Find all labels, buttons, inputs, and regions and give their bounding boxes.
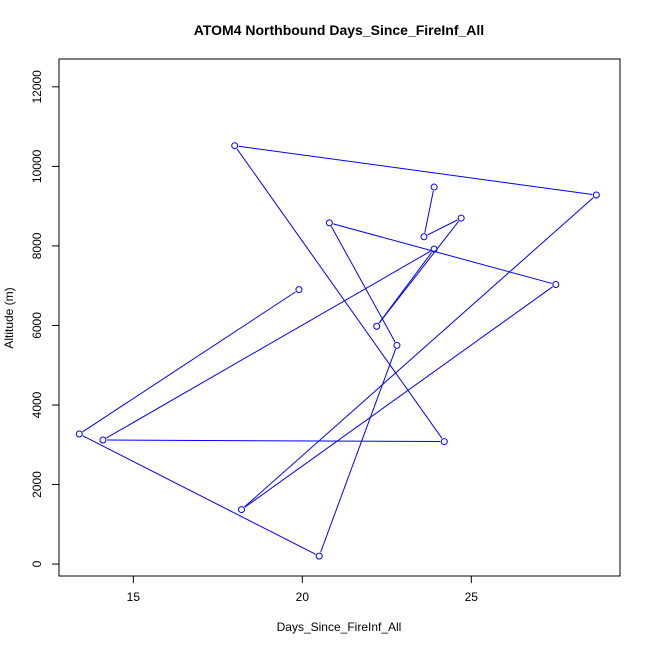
series-segment <box>378 220 460 324</box>
series-segment <box>330 226 396 343</box>
plot-frame <box>58 58 621 577</box>
y-axis: 0 2000 4000 6000 8000 10000 12000 <box>30 70 59 567</box>
series-segment <box>424 190 434 233</box>
series-segment <box>320 348 397 553</box>
series-segment <box>244 286 553 508</box>
y-tick-label: 6000 <box>30 312 44 339</box>
data-point <box>552 280 560 288</box>
data-point <box>440 438 448 446</box>
data-point <box>325 219 333 227</box>
data-point <box>373 322 381 330</box>
series-segment <box>236 148 443 439</box>
x-axis: 15 20 25 <box>127 576 479 604</box>
chart-title: ATOM4 Northbound Days_Since_FireInf_All <box>194 22 484 38</box>
x-tick-label: 15 <box>127 590 141 604</box>
series-segment <box>427 219 458 236</box>
y-tick-label: 10000 <box>30 149 44 183</box>
series-segment <box>244 197 594 508</box>
series-segment <box>333 223 553 284</box>
data-point <box>430 245 438 253</box>
series-segment <box>238 145 593 195</box>
data-point <box>75 430 83 438</box>
y-tick-label: 2000 <box>30 471 44 498</box>
series-segment <box>82 291 296 433</box>
data-point <box>315 552 323 560</box>
x-tick-label: 20 <box>296 590 310 604</box>
y-tick-label: 0 <box>30 560 44 567</box>
x-axis-label: Days_Since_FireInf_All <box>277 620 402 634</box>
y-tick-label: 4000 <box>30 391 44 418</box>
data-point <box>99 436 107 444</box>
series-segment <box>82 435 316 555</box>
y-tick-label: 12000 <box>30 70 44 104</box>
series-segment <box>106 439 441 443</box>
y-tick-label: 8000 <box>30 232 44 259</box>
data-point <box>231 142 239 150</box>
series-altitude <box>75 142 600 560</box>
data-point <box>592 191 600 199</box>
data-point <box>430 183 438 191</box>
data-point <box>420 233 428 241</box>
series-segment <box>106 250 431 439</box>
x-tick-label: 25 <box>465 590 479 604</box>
data-point <box>295 286 303 294</box>
data-point <box>393 341 401 349</box>
data-point <box>237 506 245 514</box>
data-point <box>457 214 465 222</box>
y-axis-label: Altitude (m) <box>2 287 16 348</box>
